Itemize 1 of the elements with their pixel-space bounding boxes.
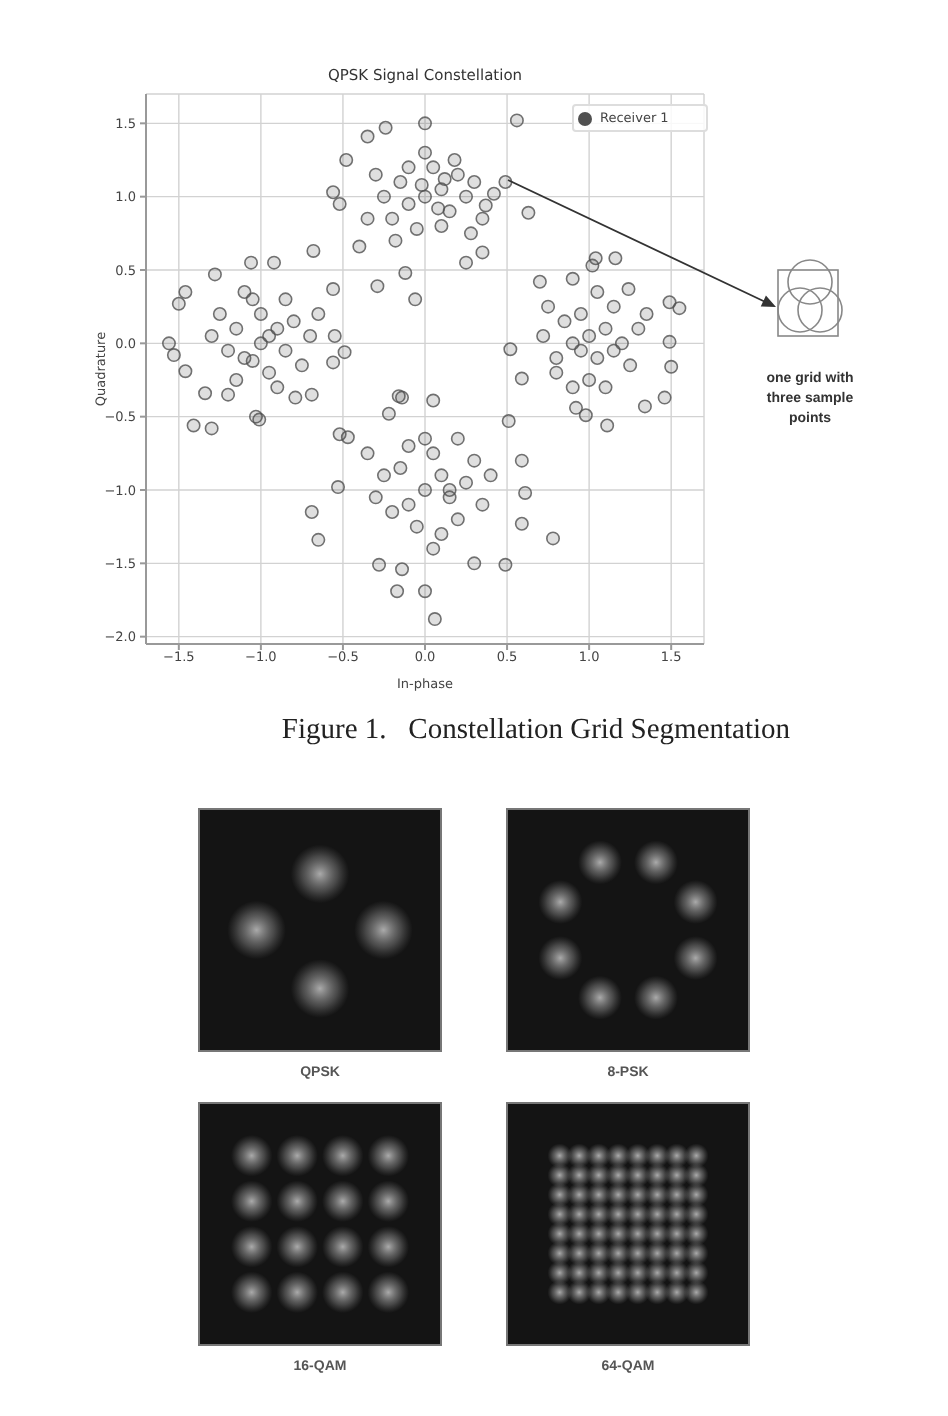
caption: Figure 1. Constellation Grid Segmentation (281, 714, 791, 746)
